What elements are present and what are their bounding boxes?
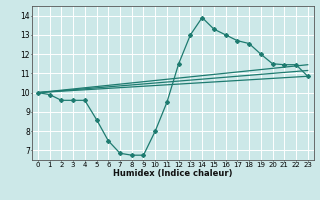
X-axis label: Humidex (Indice chaleur): Humidex (Indice chaleur) xyxy=(113,169,233,178)
